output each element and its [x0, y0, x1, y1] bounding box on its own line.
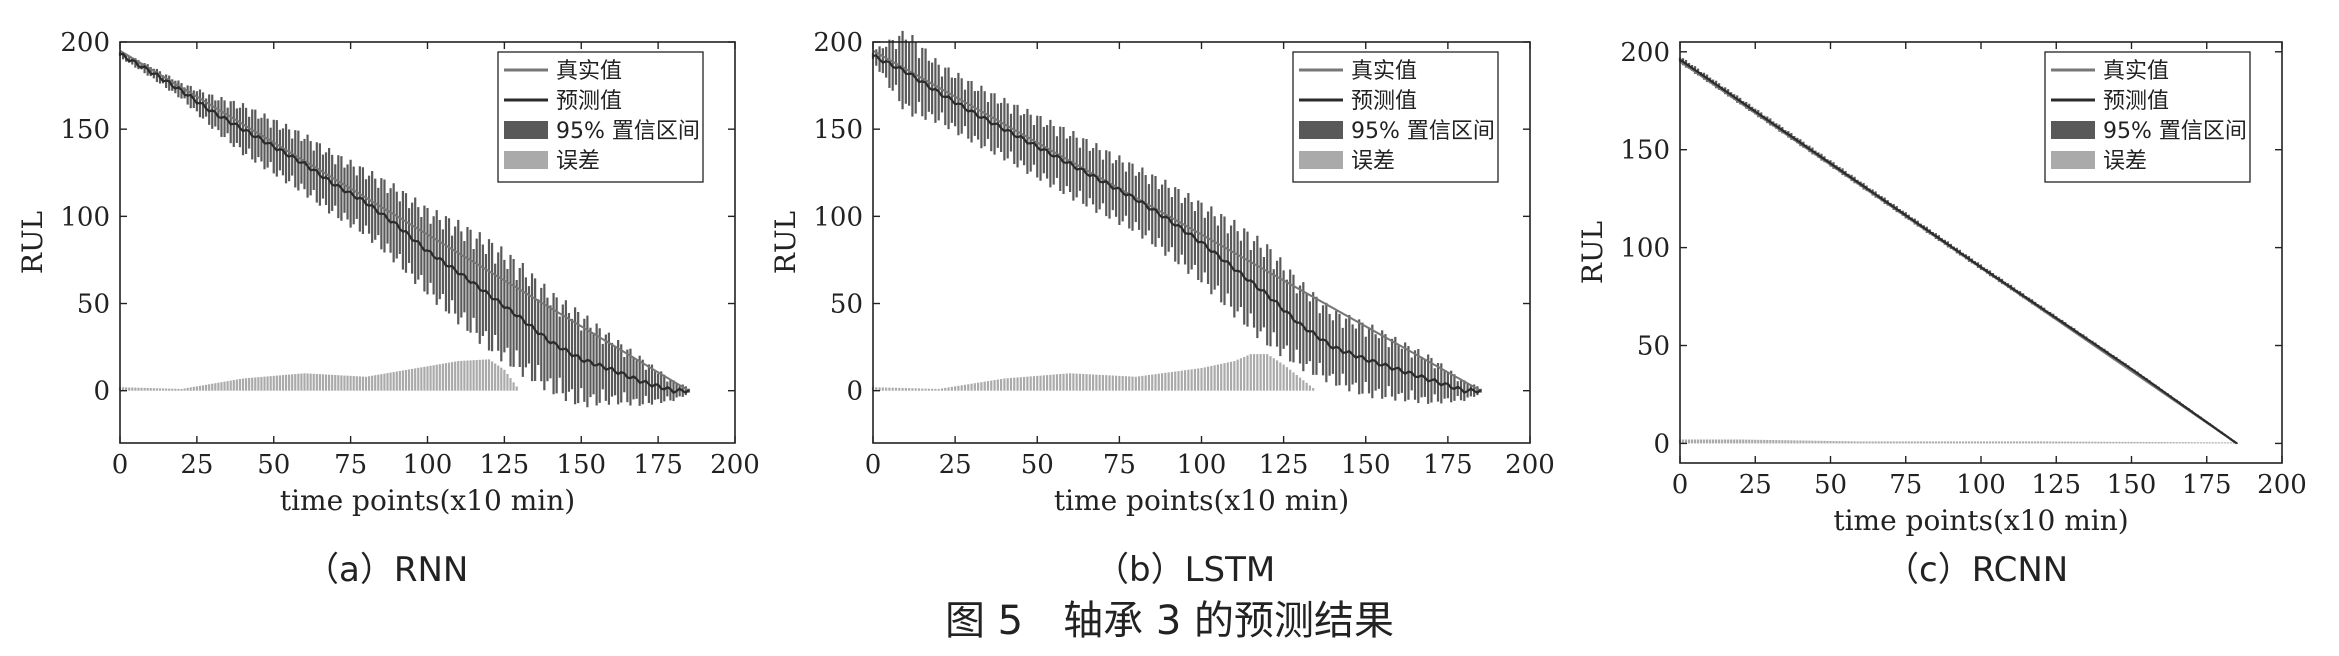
x-tick-label: 75 [1103, 450, 1136, 480]
legend-true-label: 真实值 [2103, 59, 2169, 84]
legend-ci-swatch [504, 121, 548, 139]
x-tick-label: 50 [1814, 470, 1847, 500]
legend-ci-label: 95% 置信区间 [2103, 119, 2247, 144]
subcaption-rnn: （a）RNN [305, 550, 469, 590]
legend-ci-swatch [1299, 121, 1343, 139]
y-tick-label: 200 [1620, 38, 1670, 68]
x-tick-label: 200 [1505, 450, 1555, 480]
legend-pred-label: 预测值 [1351, 89, 1417, 114]
x-tick-label: 150 [1341, 450, 1391, 480]
legend-err-swatch [504, 151, 548, 169]
legend-err-label: 误差 [556, 149, 600, 174]
y-tick-label: 50 [77, 290, 110, 320]
x-tick-label: 175 [1423, 450, 1473, 480]
x-tick-label: 150 [2107, 470, 2157, 500]
x-tick-label: 0 [112, 450, 129, 480]
y-tick-label: 200 [60, 28, 110, 58]
legend-err-swatch [1299, 151, 1343, 169]
y-tick-label: 100 [60, 202, 110, 232]
legend-err-label: 误差 [2103, 149, 2147, 174]
x-tick-label: 0 [865, 450, 882, 480]
y-tick-label: 50 [830, 290, 863, 320]
prediction-line [872, 54, 1482, 395]
y-axis-label: RUL [16, 211, 49, 274]
legend-true-label: 真实值 [1351, 59, 1417, 84]
x-tick-label: 50 [1021, 450, 1054, 480]
x-tick-label: 175 [633, 450, 683, 480]
x-tick-label: 175 [2182, 470, 2232, 500]
legend-err-swatch [2051, 151, 2095, 169]
y-axis-label: RUL [1576, 221, 1609, 284]
legend-pred-label: 预测值 [556, 89, 622, 114]
figure-caption: 图 5 轴承 3 的预测结果 [944, 598, 1395, 644]
y-tick-label: 150 [1620, 136, 1670, 166]
y-tick-label: 0 [93, 377, 110, 407]
x-tick-label: 100 [1177, 450, 1227, 480]
legend-err-label: 误差 [1351, 149, 1395, 174]
x-tick-label: 75 [1889, 470, 1922, 500]
true-rul-line [119, 49, 690, 392]
y-tick-label: 150 [60, 115, 110, 145]
x-tick-label: 50 [257, 450, 290, 480]
legend-ci-label: 95% 置信区间 [556, 119, 700, 144]
x-tick-label: 25 [180, 450, 213, 480]
x-tick-label: 200 [2257, 470, 2307, 500]
y-tick-label: 0 [1653, 429, 1670, 459]
chart-panel-1: 0 25 50 75 100 125 150 175 200 0 50 100 150 200 time p… [769, 28, 1555, 517]
x-tick-label: 100 [403, 450, 453, 480]
x-tick-label: 125 [480, 450, 530, 480]
legend-ci-swatch [2051, 121, 2095, 139]
x-tick-label: 150 [556, 450, 606, 480]
prediction-line [119, 52, 690, 395]
x-tick-label: 100 [1956, 470, 2006, 500]
y-tick-label: 50 [1637, 332, 1670, 362]
x-axis-label: time points(x10 min) [1054, 484, 1349, 517]
y-tick-label: 100 [1620, 234, 1670, 264]
x-axis-label: time points(x10 min) [1833, 504, 2128, 537]
y-tick-label: 150 [813, 115, 863, 145]
x-tick-label: 75 [334, 450, 367, 480]
chart-panel-0: 0 25 50 75 100 125 150 175 200 0 50 100 150 200 time p… [16, 28, 760, 517]
x-tick-label: 125 [2031, 470, 2081, 500]
y-tick-label: 0 [846, 377, 863, 407]
y-axis-label: RUL [769, 211, 802, 274]
y-tick-label: 100 [813, 202, 863, 232]
chart-panel-2: 0 25 50 75 100 125 150 175 200 0 50 100 150 200 time p… [1576, 38, 2307, 537]
x-tick-label: 25 [1739, 470, 1772, 500]
x-tick-label: 125 [1259, 450, 1309, 480]
x-axis-label: time points(x10 min) [280, 484, 575, 517]
prediction-line [1679, 58, 2238, 445]
legend-ci-label: 95% 置信区间 [1351, 119, 1495, 144]
true-rul-line [872, 49, 1482, 392]
legend-true-label: 真实值 [556, 59, 622, 84]
y-tick-label: 200 [813, 28, 863, 58]
x-tick-label: 25 [939, 450, 972, 480]
x-tick-label: 200 [710, 450, 760, 480]
subcaption-rcnn: （c）RCNN [1885, 550, 2069, 590]
subcaption-lstm: （b）LSTM [1095, 550, 1276, 590]
x-tick-label: 0 [1672, 470, 1689, 500]
legend-pred-label: 预测值 [2103, 89, 2169, 114]
